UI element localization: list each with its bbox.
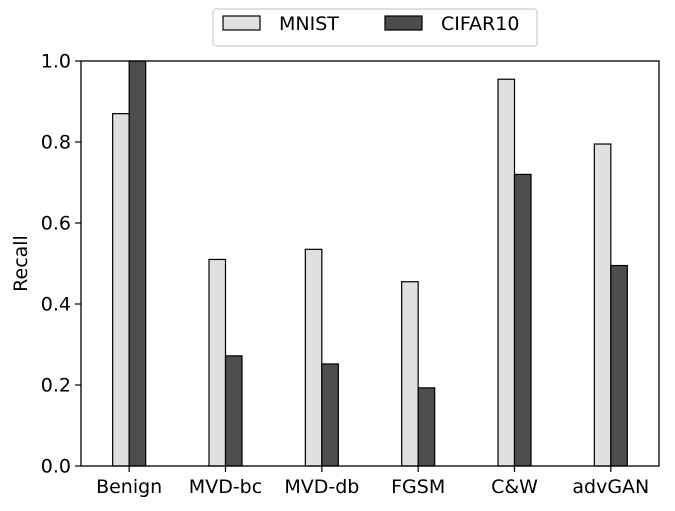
y-axis-label: Recall bbox=[10, 235, 32, 292]
x-tick-label-c-w: C&W bbox=[491, 476, 538, 498]
legend-frame bbox=[212, 8, 538, 47]
plot-frame bbox=[80, 60, 660, 467]
bar-cifar10-fgsm bbox=[417, 387, 436, 467]
x-tick-label-advgan: advGAN bbox=[572, 476, 649, 498]
y-tick-label-2: 0.4 bbox=[41, 294, 71, 316]
bar-cifar10-mvd-db bbox=[321, 363, 339, 467]
y-tick-label-4: 0.8 bbox=[41, 132, 71, 154]
x-tick-label-fgsm: FGSM bbox=[391, 476, 445, 498]
bar-cifar10-advgan bbox=[610, 264, 628, 467]
bar-mnist-mvd-db bbox=[304, 248, 323, 467]
bar-mnist-benign bbox=[112, 113, 130, 467]
bar-mnist-advgan bbox=[593, 143, 612, 467]
bar-cifar10-benign bbox=[128, 60, 147, 467]
legend-swatch-mnist bbox=[222, 15, 261, 31]
legend-label-mnist: MNIST bbox=[279, 13, 339, 35]
y-axis: 0.0 0.2 0.4 0.6 0.8 1.0 bbox=[41, 51, 81, 478]
y-tick-label-1: 0.2 bbox=[41, 375, 71, 397]
bar-mnist-mvd-bc bbox=[208, 258, 227, 467]
x-axis: Benign MVD-bc MVD-db FGSM C&W advGAN bbox=[96, 466, 649, 498]
y-tick-label-0: 0.0 bbox=[41, 456, 71, 478]
legend-swatch-cifar10 bbox=[384, 15, 423, 31]
bar-cifar10-c-w bbox=[513, 173, 532, 467]
x-tick-label-benign: Benign bbox=[96, 476, 162, 498]
x-tick-label-mvd-db: MVD-db bbox=[284, 476, 359, 498]
legend: MNIST CIFAR10 bbox=[212, 8, 538, 47]
bar-mnist-c-w bbox=[497, 78, 516, 467]
bar-cifar10-mvd-bc bbox=[224, 355, 243, 467]
legend-label-cifar10: CIFAR10 bbox=[441, 13, 519, 35]
y-tick-label-3: 0.6 bbox=[41, 213, 71, 235]
y-tick-label-5: 1.0 bbox=[41, 51, 71, 73]
bar-mnist-fgsm bbox=[401, 281, 419, 467]
bars-group bbox=[112, 60, 628, 467]
x-tick-label-mvd-bc: MVD-bc bbox=[189, 476, 262, 498]
